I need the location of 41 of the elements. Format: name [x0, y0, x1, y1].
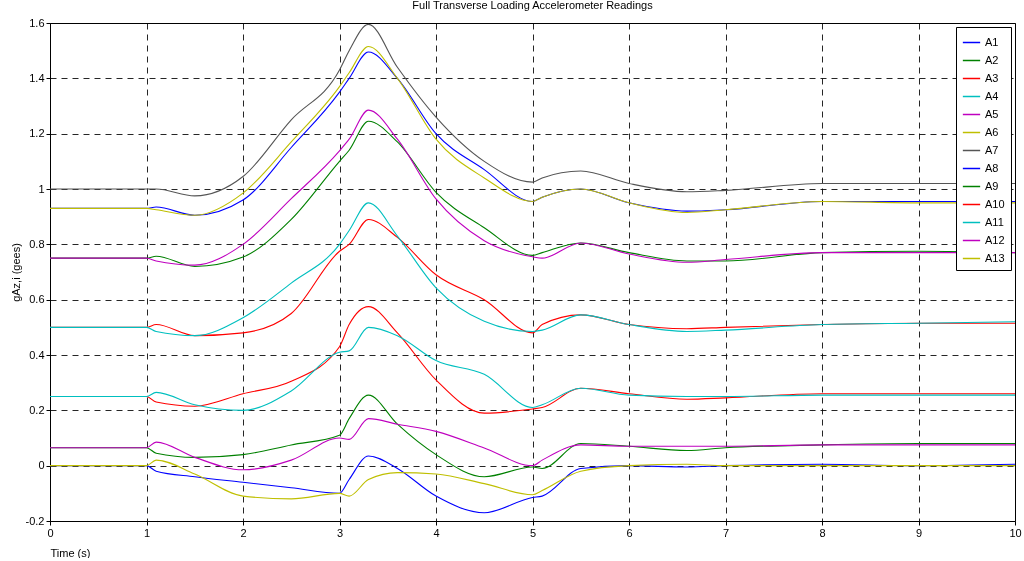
line-series: [50, 418, 1015, 471]
y-tick-label: 0.6: [29, 293, 45, 306]
y-tick-label: 1.2: [29, 127, 45, 140]
x-tick-label: 8: [819, 526, 826, 539]
legend-label: A3: [985, 71, 999, 84]
legend-label: A7: [985, 143, 999, 156]
x-tick-label: 3: [336, 526, 344, 539]
legend-label: A4: [985, 89, 999, 102]
line-series: [50, 326, 1015, 411]
legend-label: A9: [985, 179, 999, 192]
chart-title: Full Transverse Loading Accelerometer Readings: [412, 0, 654, 11]
y-tick-label: 0: [38, 459, 45, 472]
legend-label: A1: [985, 35, 999, 48]
x-tick-label: 0: [47, 526, 54, 539]
x-tick-label: 4: [433, 526, 440, 539]
line-series: [50, 459, 1015, 500]
x-axis-title: Time (s): [50, 546, 91, 559]
legend-label: A6: [985, 125, 999, 138]
x-tick-label: 9: [915, 526, 923, 539]
y-tick-label: 1: [38, 182, 45, 195]
y-tick-label: 1.6: [29, 16, 45, 29]
y-tick-label: 0.2: [29, 403, 45, 416]
legend-label: A13: [985, 251, 1005, 264]
legend-label: A11: [985, 215, 1004, 228]
legend-label: A10: [985, 197, 1005, 210]
y-tick-label: 0.4: [29, 348, 45, 361]
legend-label: A2: [985, 53, 999, 66]
legend-label: A5: [985, 107, 999, 120]
x-tick-label: 2: [240, 526, 247, 539]
x-tick-label: 10: [1009, 526, 1022, 539]
y-axis-title: gAz,i (gees): [9, 243, 22, 302]
x-tick-label: 5: [529, 526, 537, 539]
y-tick-label: 0.8: [29, 237, 45, 250]
line-series: [50, 23, 1015, 197]
x-tick-label: 7: [722, 526, 730, 539]
legend-label: A12: [985, 233, 1005, 246]
x-tick-label: 6: [626, 526, 633, 539]
legend-label: A8: [985, 161, 999, 174]
y-tick-label: -0.2: [25, 514, 45, 527]
x-tick-label: 1: [143, 526, 151, 539]
y-tick-label: 1.4: [29, 71, 45, 84]
